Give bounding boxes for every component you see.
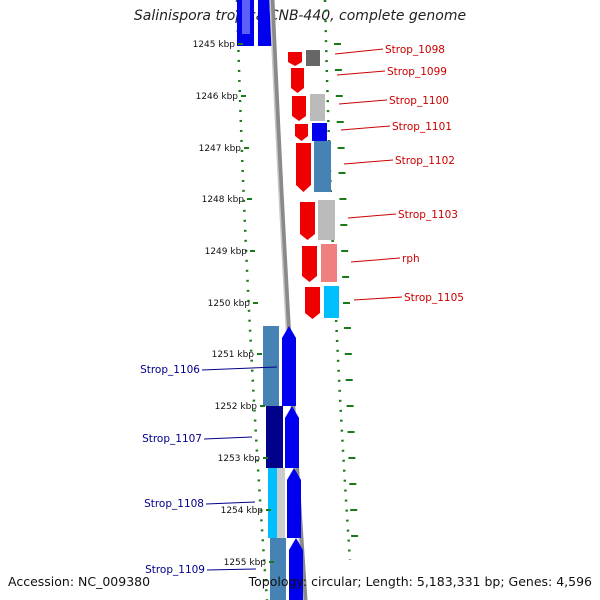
forward-gene-label[interactable]: Strop_1103 [398,209,458,221]
accession-text: Accession: NC_009380 [8,574,151,589]
gene-glyph-strop-1109-arrow [289,538,303,600]
gene-label-leader [334,48,384,55]
forward-gene-label[interactable]: rph [402,253,420,265]
gene-labels: Strop_1098 Strop_1099 Strop_1100 Strop_1101… [140,44,464,576]
gene-glyph-strop-1106-arrow [282,326,296,406]
gene-glyph-strop-1107-arrow [285,406,299,468]
gene-glyph-strop-1108-arrow [287,468,301,538]
gene-glyph-rph [302,246,317,282]
scale-tick-label: 1249 kbp [205,247,248,257]
forward-gene-label[interactable]: Strop_1099 [387,66,447,78]
gene-glyph-strop-1100 [292,96,306,121]
gene-glyph-strop-1109 [270,538,286,600]
forward-gene-glyphs [288,50,339,319]
reverse-gene-label[interactable]: Strop_1109 [145,564,205,576]
gene-glyph-strop-1107 [266,406,283,468]
gene-label-leader [350,257,401,263]
gene-glyph-rph-b [321,244,337,282]
scale-tick-label: 1254 kbp [221,506,264,516]
gene-label-leader [205,501,256,505]
scale-ticks: 1245 kbp 1246 kbp 1247 kbp 1248 kbp 1249 kbp… [193,40,359,568]
genome-title: Salinispora tropica CNB-440, complete ge… [133,8,467,24]
scale-tick-label: 1250 kbp [208,299,251,309]
scale-tick-label: 1247 kbp [199,144,242,154]
topology-text: Topology: circular; Length: 5,183,331 bp… [248,574,592,589]
gene-glyph-strop-1100-b [310,94,325,121]
gene-glyph-strop-1098 [288,52,302,66]
gene-label-leader [340,125,391,131]
forward-gene-label[interactable]: Strop_1101 [392,121,452,133]
reverse-gene-label[interactable]: Strop_1108 [144,498,204,510]
scale-tick-label: 1251 kbp [212,350,255,360]
gene-label-leader [338,99,388,105]
gene-glyph-strop-1106 [263,326,279,406]
gene-label-leader [206,568,257,571]
gene-glyph-strop-1103 [300,202,315,240]
gene-glyph-strop-1108 [268,468,277,538]
reverse-gene-label[interactable]: Strop_1106 [140,364,200,376]
gene-label-leader [353,296,403,301]
gene-glyph-strop-1098-b [306,50,320,66]
scale-tick-label: 1255 kbp [224,558,267,568]
reverse-gene-shade-top-a [242,0,250,34]
forward-gene-label[interactable]: Strop_1102 [395,155,455,167]
gene-label-leader [201,366,278,371]
gene-glyph-strop-1102-b [314,141,331,192]
forward-gene-label[interactable]: Strop_1105 [404,292,464,304]
scale-tick-label: 1246 kbp [196,92,239,102]
scale-tick-label: 1245 kbp [193,40,236,50]
gene-glyph-strop-1099 [291,68,304,93]
forward-gene-label[interactable]: Strop_1098 [385,44,445,56]
gene-label-leader [336,70,386,76]
forward-gene-label[interactable]: Strop_1100 [389,95,449,107]
gene-label-leader [343,159,394,165]
gene-glyph-strop-1105 [305,287,320,319]
gene-glyph-strop-1102 [296,143,311,192]
gene-label-leader [203,436,253,440]
gene-glyph-strop-1105-b [324,286,339,318]
scale-tick-label: 1248 kbp [202,195,245,205]
scale-tick-label: 1253 kbp [218,454,261,464]
gene-label-leader [347,213,397,219]
gene-glyph-strop-1103-b [318,200,335,240]
scale-tick-label: 1252 kbp [215,402,258,412]
inner-dotted-ring [235,0,269,600]
reverse-gene-glyphs [263,326,303,600]
gene-glyph-strop-1101 [295,124,308,141]
gene-glyph-strop-1108-b [277,468,285,538]
reverse-gene-label[interactable]: Strop_1107 [142,433,202,445]
gene-glyph-strop-1101-b [312,123,327,141]
